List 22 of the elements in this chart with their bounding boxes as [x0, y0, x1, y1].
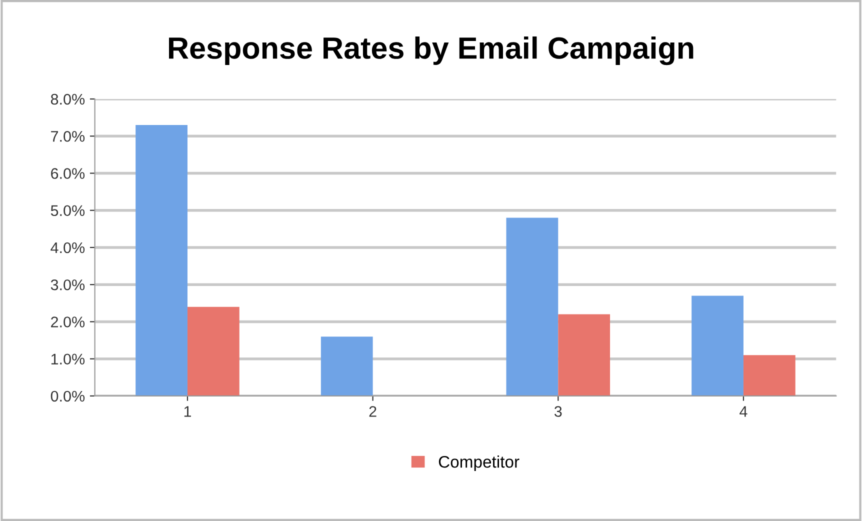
x-tick-label: 2 [369, 406, 376, 417]
bar [506, 218, 558, 396]
y-tick-label: 4.0% [50, 242, 85, 254]
bar [692, 296, 744, 396]
y-tick-label: 6.0% [51, 168, 85, 179]
bar [558, 314, 610, 396]
y-tick-label: 3.0% [50, 279, 85, 290]
bar [320, 336, 373, 396]
y-tick-label: 1.0% [51, 354, 85, 365]
y-tick-label: 0.0% [50, 390, 85, 402]
bar [187, 306, 240, 396]
chart-title: Response Rates by Email Campaign [169, 36, 694, 66]
y-tick-label: 5.0% [50, 205, 85, 216]
y-tick-label: 2.0% [51, 316, 85, 328]
x-tick-label: 1 [184, 406, 191, 417]
y-tick-label: 7.0% [51, 130, 85, 142]
legend-label: Competitor [438, 456, 520, 472]
x-tick-label: 3 [554, 406, 562, 417]
y-tick-label: 8.0% [50, 94, 85, 105]
bar [743, 355, 796, 396]
x-tick-label: 4 [740, 406, 748, 417]
bar [136, 124, 188, 396]
